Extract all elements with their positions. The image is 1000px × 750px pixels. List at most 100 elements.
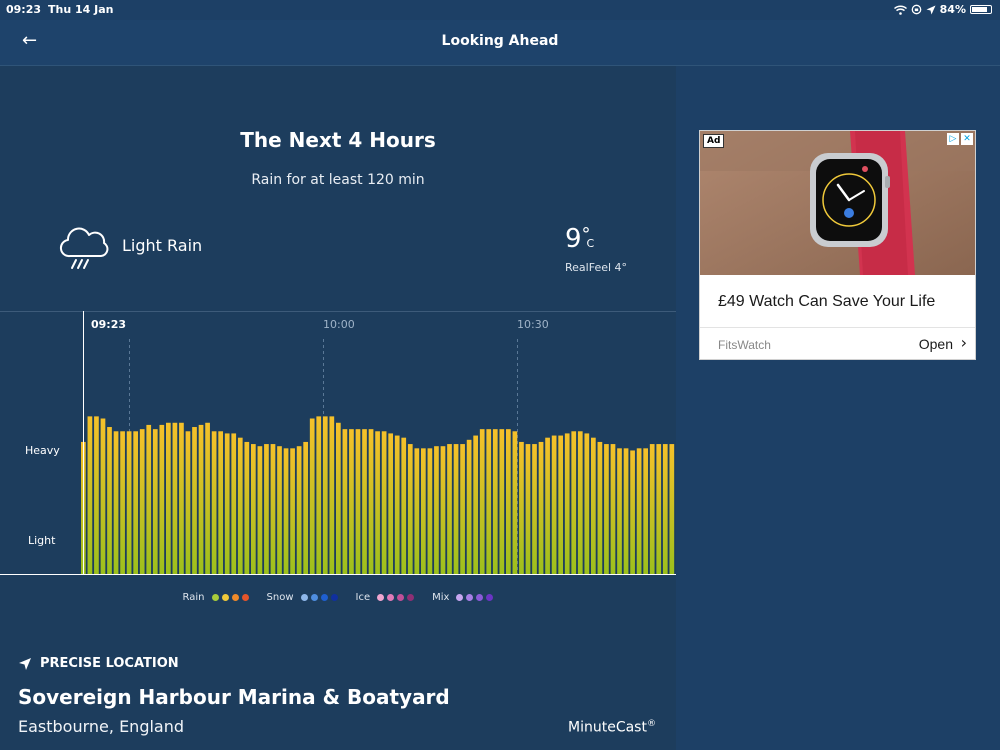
legend-swatch [231, 594, 239, 601]
precip-bar [558, 435, 564, 574]
status-date: Thu 14 Jan [48, 3, 114, 16]
legend-swatch [466, 594, 474, 601]
precip-bar [669, 444, 675, 574]
precise-location-header: PRECISE LOCATION [18, 656, 179, 671]
precip-bar [597, 441, 603, 574]
precip-bar [355, 429, 361, 574]
precip-bar [126, 431, 132, 574]
temperature-value: 9 [565, 224, 582, 254]
legend-swatch [486, 594, 494, 601]
precip-bar [264, 444, 269, 574]
status-icons: 84% [893, 3, 992, 16]
precip-bar [322, 416, 328, 574]
legend-swatch [476, 594, 484, 601]
precip-bar [133, 431, 139, 574]
precip-bar [427, 448, 433, 574]
precip-bar [224, 433, 230, 574]
precip-bar [185, 431, 191, 574]
precip-bar [643, 448, 649, 574]
precip-bar [94, 416, 99, 574]
legend-label: Mix [432, 592, 450, 603]
precip-bar [113, 431, 119, 574]
ad-info-icon[interactable]: ▷ [947, 133, 959, 145]
precip-bar [303, 441, 309, 574]
precip-bar [394, 435, 400, 574]
precip-bar [349, 429, 354, 574]
precip-bar [251, 444, 256, 574]
legend-swatch [456, 594, 464, 601]
legend-swatch [241, 594, 249, 601]
precip-bar [512, 431, 518, 574]
minutecast-panel: The Next 4 Hours Rain for at least 120 m… [0, 66, 676, 750]
precise-location-label: PRECISE LOCATION [40, 656, 179, 671]
precip-bar [139, 429, 145, 574]
back-arrow-icon[interactable]: ← [22, 30, 38, 51]
status-time: 09:23 [6, 3, 42, 16]
precip-bar [316, 416, 322, 574]
precip-bar [538, 441, 544, 574]
precip-bar [152, 429, 158, 574]
precip-bar [100, 418, 106, 574]
ad-headline[interactable]: £49 Watch Can Save Your Life [718, 293, 936, 310]
time-tick-label: 10:00 [323, 318, 355, 331]
precip-bar [421, 448, 426, 574]
realfeel-label: RealFeel 4° [565, 261, 628, 274]
precip-bar [591, 437, 596, 574]
legend-group-snow: Snow [267, 592, 338, 603]
rain-cloud-icon [59, 227, 109, 269]
legend-swatch [387, 594, 395, 601]
precip-bar [388, 433, 394, 574]
status-bar: 09:23 Thu 14 Jan 84% [0, 0, 1000, 20]
legend-label: Snow [266, 592, 294, 603]
ad-close-icon[interactable]: ✕ [961, 133, 973, 145]
precip-bar [662, 444, 668, 574]
ad-image[interactable]: Ad ▷ ✕ [700, 131, 975, 275]
precip-bar [309, 418, 315, 574]
precip-bar [636, 448, 642, 574]
precip-bar [532, 444, 537, 574]
precip-bar [329, 416, 335, 574]
precip-bar [479, 429, 485, 574]
temperature-degree: ° [581, 224, 591, 245]
precip-bar [107, 427, 112, 574]
time-tick-label: 09:23 [91, 318, 126, 331]
precip-bar [166, 422, 171, 574]
precip-bar [192, 427, 197, 574]
precip-bar [257, 446, 263, 574]
precip-bar [649, 444, 655, 574]
precip-bar [519, 441, 524, 574]
precip-bar [277, 446, 282, 574]
ad-advertiser: FitsWatch [718, 338, 771, 352]
precip-bar [499, 429, 505, 574]
legend-swatch [407, 594, 415, 601]
precip-bar [525, 444, 531, 574]
precip-bar [283, 448, 289, 574]
legend-group-rain: Rain [183, 592, 249, 603]
time-tick-label: 10:30 [517, 318, 549, 331]
precip-bar [218, 431, 224, 574]
precip-bar [604, 444, 609, 574]
legend-swatch [330, 594, 338, 601]
ad-badge: Ad [703, 134, 725, 148]
nav-bar: ← Looking Ahead [0, 20, 1000, 66]
precip-bar [571, 431, 577, 574]
advertisement[interactable]: Ad ▷ ✕ £49 Watch Can Save Your Life Fits… [699, 130, 976, 360]
ad-open-button[interactable]: Open [918, 336, 953, 352]
location-icon [926, 5, 936, 14]
y-label-light: Light [28, 534, 56, 547]
ad-choices[interactable]: ▷ ✕ [947, 133, 973, 145]
precip-bar [617, 448, 622, 574]
precip-bar [473, 435, 479, 574]
lock-rotation-icon [911, 4, 922, 15]
sidebar-panel: Ad ▷ ✕ £49 Watch Can Save Your Life Fits… [676, 66, 1000, 750]
precip-bar [453, 444, 459, 574]
legend-group-mix: Mix [432, 592, 494, 603]
precip-bar [211, 431, 217, 574]
precip-bar [564, 433, 570, 574]
precip-bar [159, 424, 165, 574]
precipitation-legend: Rain Snow Ice Mix [0, 592, 676, 603]
temperature: 9°C [565, 224, 594, 254]
chevron-right-icon[interactable]: › [960, 333, 967, 352]
precip-bar [434, 446, 439, 574]
legend-swatch [320, 594, 328, 601]
